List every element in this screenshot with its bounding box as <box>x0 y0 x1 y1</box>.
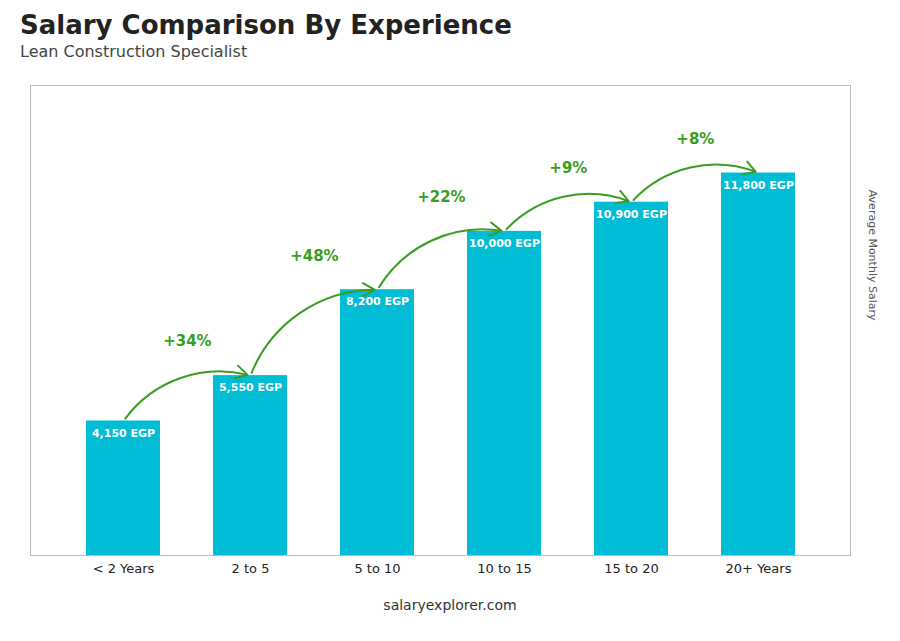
svg-text:4,150 EGP: 4,150 EGP <box>92 427 155 440</box>
html-text:Lean Construction Specialist: Lean Construction Specialist <box>20 42 248 61</box>
html-text:salaryexplorer.com: salaryexplorer.com <box>383 597 517 613</box>
svg-text:20+ Years: 20+ Years <box>726 561 792 576</box>
svg-text:+8%: +8% <box>676 130 714 148</box>
svg-text:+22%: +22% <box>417 188 465 206</box>
svg-text:15 to 20: 15 to 20 <box>604 561 658 576</box>
svg-text:10,900 EGP: 10,900 EGP <box>596 208 667 221</box>
svg-text:Average Monthly Salary: Average Monthly Salary <box>866 190 879 321</box>
svg-text:10 to 15: 10 to 15 <box>477 561 531 576</box>
svg-text:5,550 EGP: 5,550 EGP <box>219 381 282 394</box>
svg-text:+9%: +9% <box>549 159 587 177</box>
svg-text:8,200 EGP: 8,200 EGP <box>346 295 409 308</box>
svg-text:11,800 EGP: 11,800 EGP <box>723 179 794 192</box>
svg-text:< 2 Years: < 2 Years <box>93 561 155 576</box>
svg-text:+34%: +34% <box>163 332 211 350</box>
svg-text:5 to 10: 5 to 10 <box>354 561 400 576</box>
html-text:Salary Comparison By Experienc: Salary Comparison By Experience <box>20 10 512 40</box>
svg-text:10,000 EGP: 10,000 EGP <box>469 237 540 250</box>
svg-text:2 to 5: 2 to 5 <box>232 561 270 576</box>
svg-text:+48%: +48% <box>290 247 338 265</box>
